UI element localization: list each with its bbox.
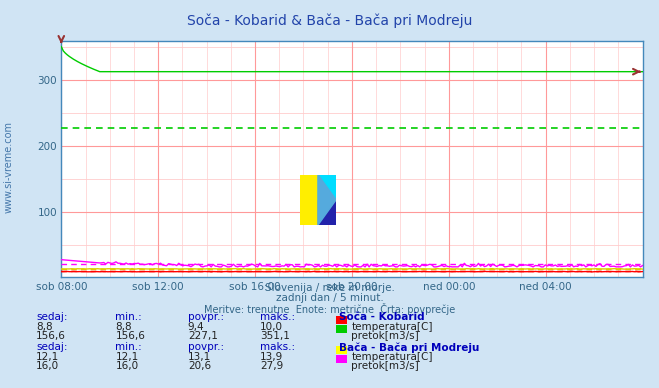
Text: 13,1: 13,1	[188, 352, 211, 362]
Polygon shape	[318, 175, 336, 225]
Text: min.:: min.:	[115, 342, 142, 352]
Text: Meritve: trenutne  Enote: metrične  Črta: povprečje: Meritve: trenutne Enote: metrične Črta: …	[204, 303, 455, 315]
Text: 156,6: 156,6	[36, 331, 66, 341]
Text: temperatura[C]: temperatura[C]	[351, 322, 433, 332]
Text: pretok[m3/s]: pretok[m3/s]	[351, 331, 419, 341]
Text: 13,9: 13,9	[260, 352, 283, 362]
Bar	[300, 175, 318, 225]
Text: zadnji dan / 5 minut.: zadnji dan / 5 minut.	[275, 293, 384, 303]
Bar	[318, 175, 336, 200]
Text: pretok[m3/s]: pretok[m3/s]	[351, 361, 419, 371]
Text: 156,6: 156,6	[115, 331, 145, 341]
Text: 227,1: 227,1	[188, 331, 217, 341]
Text: povpr.:: povpr.:	[188, 342, 224, 352]
Text: 10,0: 10,0	[260, 322, 283, 332]
Text: Slovenija / reke in morje.: Slovenija / reke in morje.	[264, 283, 395, 293]
Text: Soča - Kobarid & Bača - Bača pri Modreju: Soča - Kobarid & Bača - Bača pri Modreju	[186, 14, 473, 28]
Text: maks.:: maks.:	[260, 312, 295, 322]
Text: 8,8: 8,8	[115, 322, 132, 332]
Text: Soča - Kobarid: Soča - Kobarid	[339, 312, 425, 322]
Bar	[318, 200, 336, 225]
Text: 9,4: 9,4	[188, 322, 204, 332]
Text: 20,6: 20,6	[188, 361, 211, 371]
Text: 16,0: 16,0	[36, 361, 59, 371]
Text: 16,0: 16,0	[115, 361, 138, 371]
Text: sedaj:: sedaj:	[36, 312, 68, 322]
Text: temperatura[C]: temperatura[C]	[351, 352, 433, 362]
Text: min.:: min.:	[115, 312, 142, 322]
Text: povpr.:: povpr.:	[188, 312, 224, 322]
Text: 27,9: 27,9	[260, 361, 283, 371]
Text: 12,1: 12,1	[36, 352, 59, 362]
Text: Bača - Bača pri Modreju: Bača - Bača pri Modreju	[339, 342, 480, 353]
Text: 12,1: 12,1	[115, 352, 138, 362]
Text: sedaj:: sedaj:	[36, 342, 68, 352]
Text: 351,1: 351,1	[260, 331, 290, 341]
Text: maks.:: maks.:	[260, 342, 295, 352]
Text: www.si-vreme.com: www.si-vreme.com	[3, 121, 14, 213]
Text: 8,8: 8,8	[36, 322, 53, 332]
